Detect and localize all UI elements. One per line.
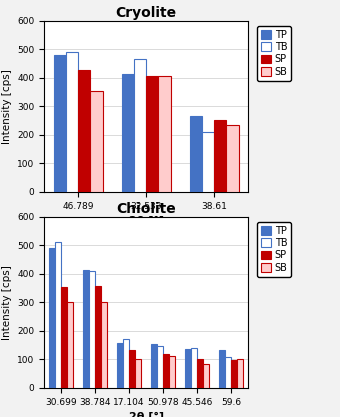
Bar [197, 359, 203, 388]
Bar [89, 271, 95, 388]
Bar [231, 360, 237, 388]
Bar [83, 269, 89, 388]
Bar [237, 359, 243, 388]
Y-axis label: Intensity [cps]: Intensity [cps] [2, 69, 12, 144]
Bar [122, 73, 134, 192]
Bar [191, 348, 197, 388]
Bar [49, 248, 55, 388]
Bar [61, 287, 67, 388]
Bar [225, 357, 231, 388]
Bar [95, 286, 101, 388]
Title: Cryolite: Cryolite [116, 6, 177, 20]
Bar [190, 116, 202, 192]
Bar [135, 359, 141, 388]
X-axis label: 2θ [°]: 2θ [°] [129, 216, 164, 226]
Bar [169, 356, 175, 388]
Y-axis label: Intensity [cps]: Intensity [cps] [2, 265, 12, 340]
Bar [129, 350, 135, 388]
Bar [226, 126, 239, 192]
X-axis label: 2θ [°]: 2θ [°] [129, 412, 164, 417]
Bar [101, 302, 107, 388]
Bar [123, 339, 129, 388]
Bar [67, 302, 73, 388]
Bar [151, 344, 157, 388]
Bar [78, 70, 90, 192]
Bar [157, 346, 163, 388]
Bar [117, 343, 123, 388]
Bar [219, 350, 225, 388]
Bar [203, 364, 209, 388]
Bar [66, 52, 78, 192]
Bar [90, 90, 103, 192]
Title: Chiolite: Chiolite [116, 202, 176, 216]
Bar [163, 354, 169, 388]
Bar [202, 132, 214, 192]
Bar [55, 242, 61, 388]
Bar [214, 120, 226, 192]
Bar [54, 55, 66, 192]
Bar [146, 75, 158, 192]
Bar [185, 349, 191, 388]
Bar [134, 59, 146, 192]
Legend: TP, TB, SP, SB: TP, TB, SP, SB [257, 26, 291, 81]
Legend: TP, TB, SP, SB: TP, TB, SP, SB [257, 222, 291, 277]
Bar [158, 75, 171, 192]
